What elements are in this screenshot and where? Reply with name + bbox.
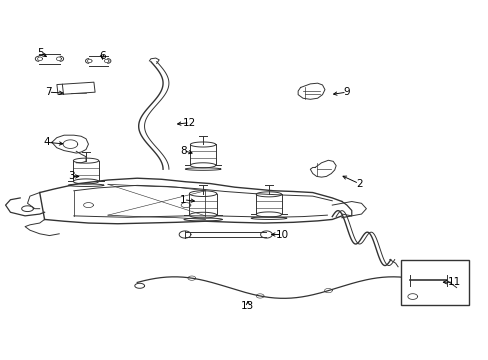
Text: 2: 2 [355,179,362,189]
Text: 12: 12 [183,118,196,128]
Text: 4: 4 [43,138,50,147]
Bar [400,260,468,305]
Text: 8: 8 [180,145,186,156]
Text: 10: 10 [275,230,288,239]
Text: 11: 11 [447,277,460,287]
Text: 13: 13 [241,301,254,311]
Text: 9: 9 [343,87,349,97]
Text: 5: 5 [37,48,44,58]
Text: 3: 3 [68,171,75,181]
Text: 7: 7 [45,87,52,97]
Text: 1: 1 [180,195,186,205]
Text: 6: 6 [99,51,105,61]
